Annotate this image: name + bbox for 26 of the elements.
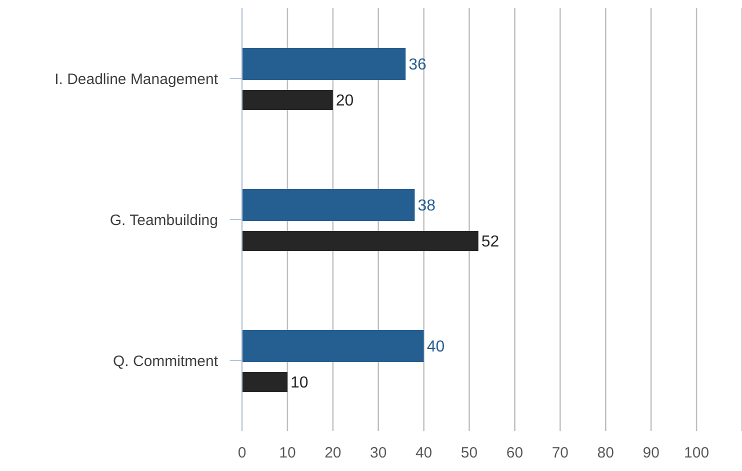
data-label: 38 (418, 198, 436, 215)
y-tick-label: Q. Commitment (112, 352, 219, 370)
data-label: 20 (336, 92, 354, 110)
x-tick-label: 40 (415, 444, 432, 462)
bar (242, 231, 478, 251)
x-tick-label: 60 (506, 444, 524, 462)
data-label: 52 (481, 234, 500, 251)
data-label: 10 (290, 374, 308, 392)
x-tick-label: 80 (597, 444, 614, 462)
bar (242, 90, 333, 110)
data-label: 36 (408, 56, 427, 74)
x-tick-label: 30 (370, 444, 387, 462)
y-tick-label: G. Teambuilding (110, 212, 218, 229)
y-tick-label: I. Deadline Management (54, 70, 219, 88)
x-tick-label: 50 (460, 444, 478, 462)
x-tick-label: 90 (642, 444, 660, 462)
bar (242, 48, 406, 80)
bar (242, 189, 415, 221)
x-tick-label: 0 (238, 444, 246, 462)
x-tick-label: 20 (324, 444, 342, 462)
bar (242, 330, 424, 362)
data-label: 40 (426, 338, 445, 356)
bar (242, 372, 288, 392)
x-tick-label: 100 (684, 444, 710, 462)
x-tick-label: 70 (552, 444, 569, 462)
x-tick-label: 10 (279, 444, 296, 462)
